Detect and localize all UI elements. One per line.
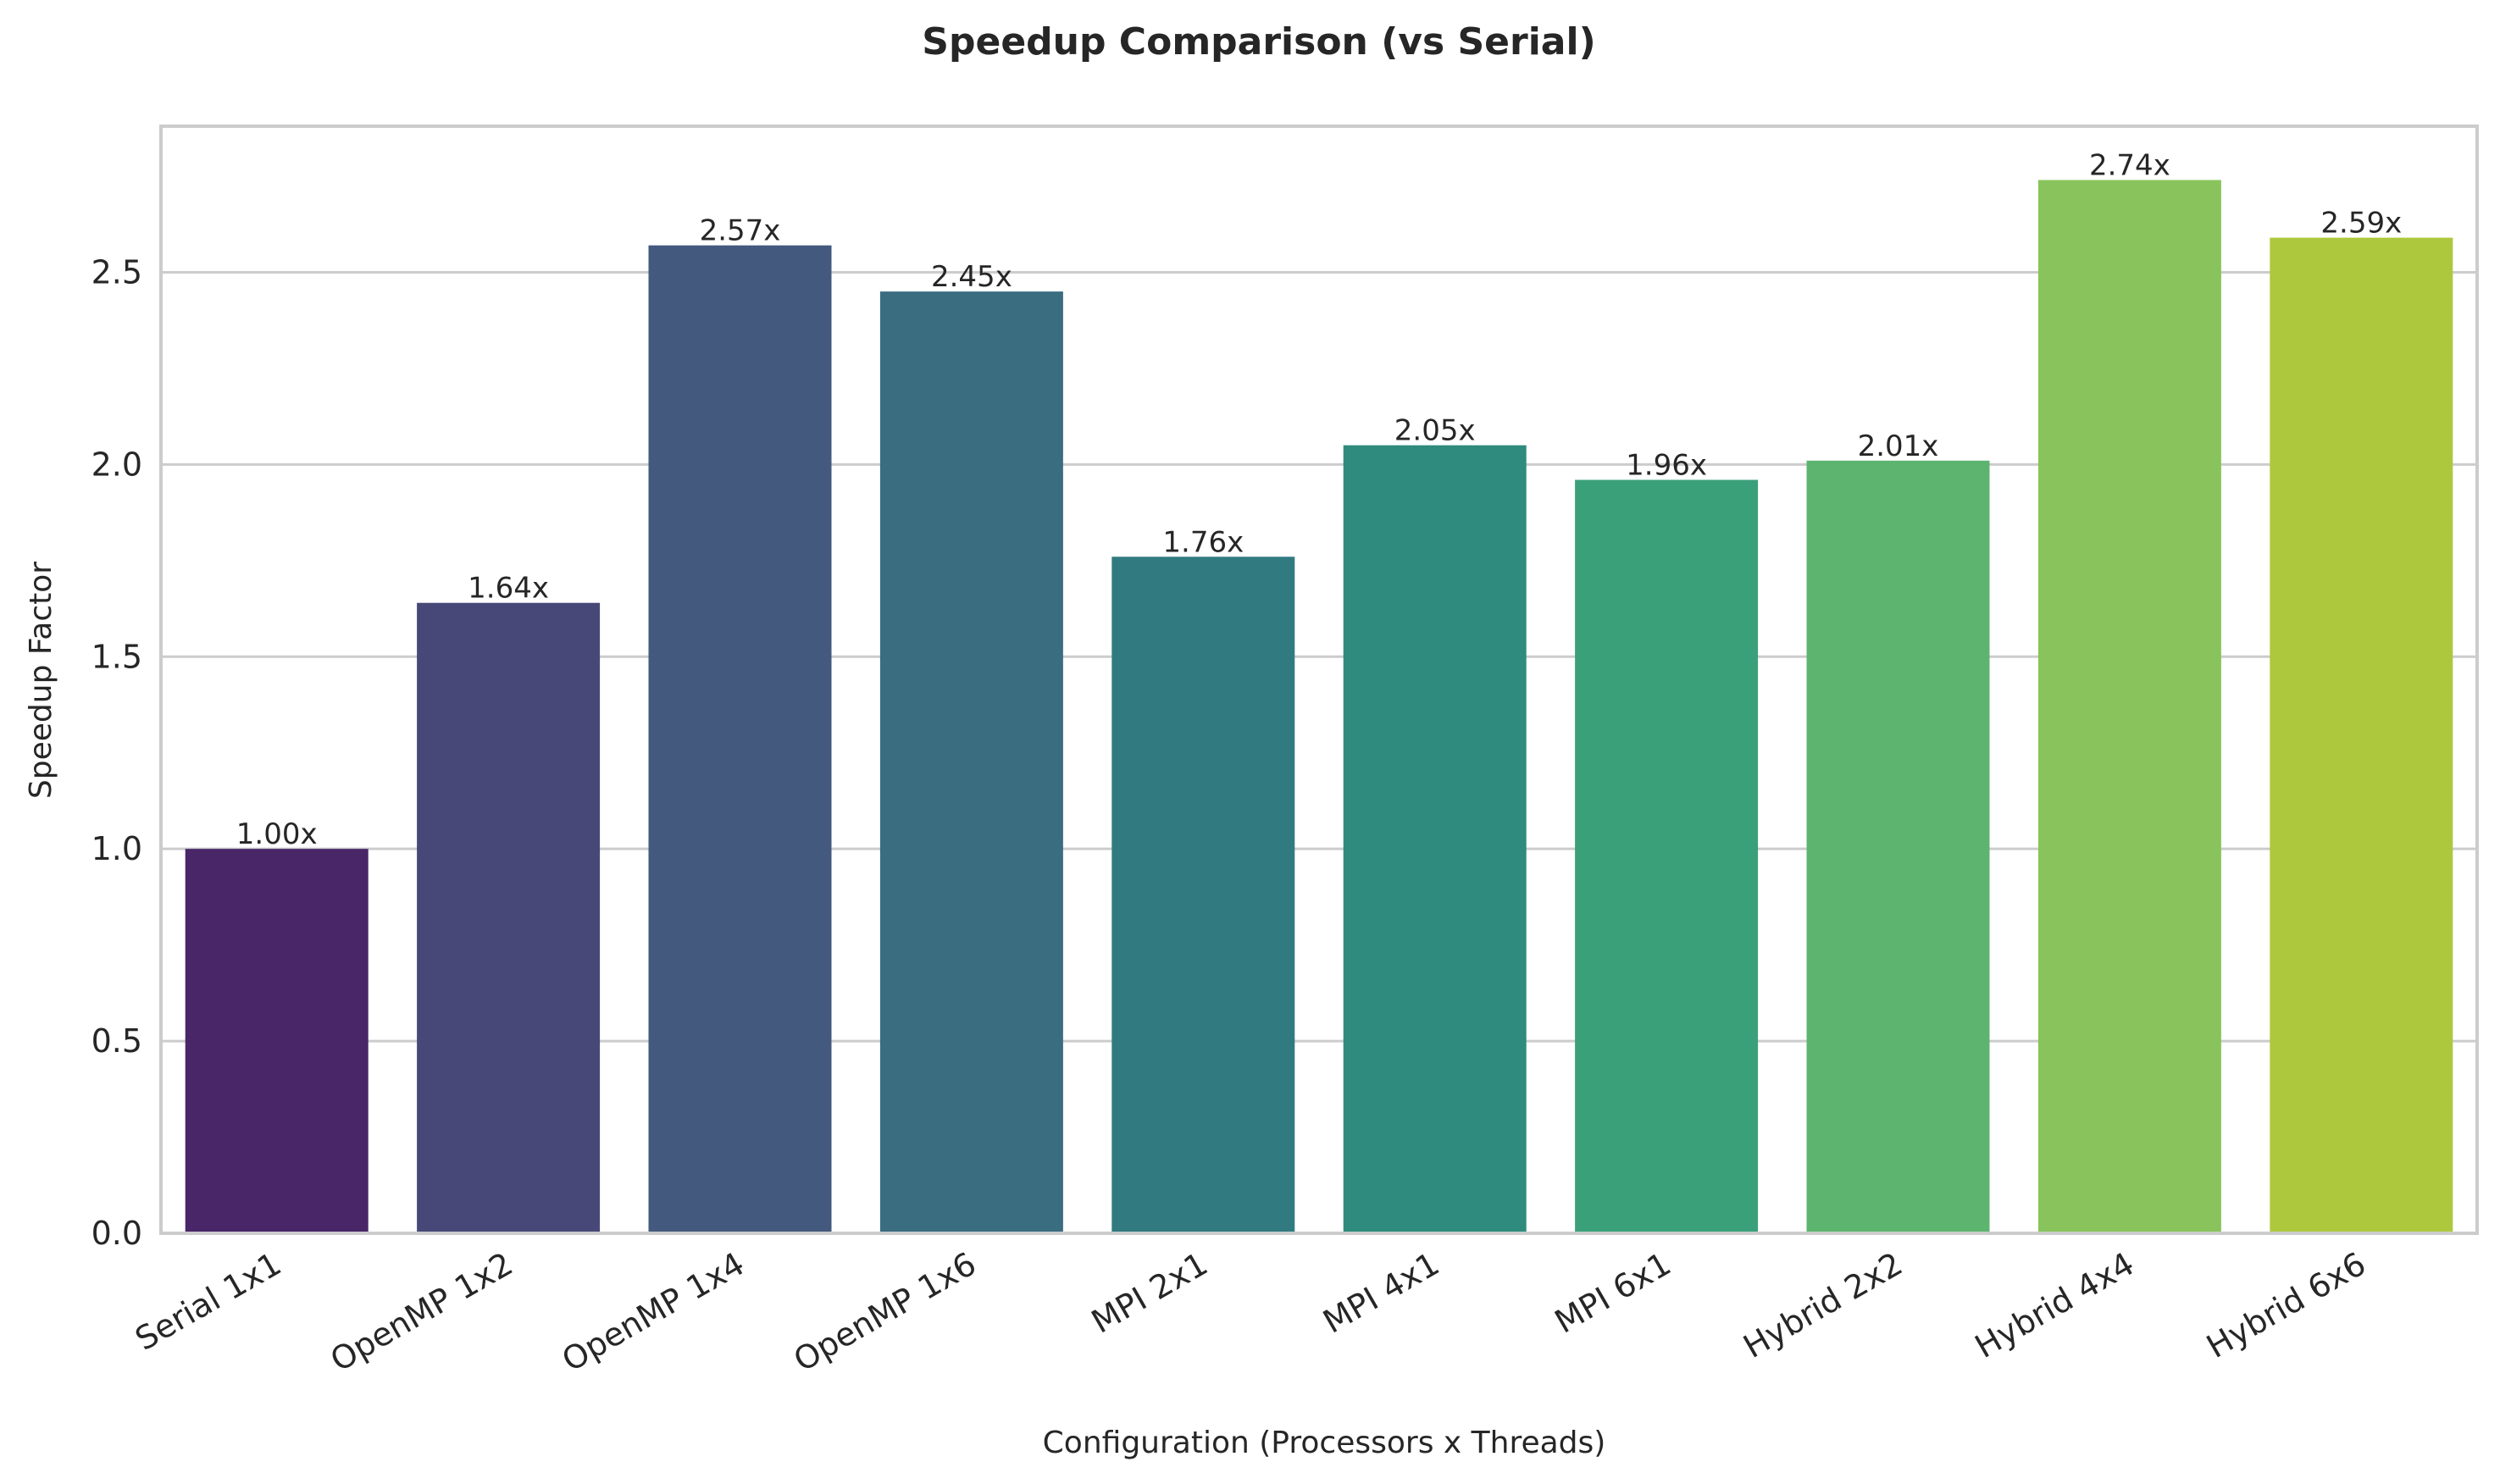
data-label: 2.74x — [2089, 149, 2170, 183]
y-tick-label: 0.0 — [91, 1215, 142, 1252]
y-tick-label: 1.0 — [91, 830, 142, 867]
bar — [1343, 445, 1527, 1233]
bar — [1575, 479, 1759, 1233]
x-tick-label: OpenMP 1x4 — [556, 1245, 751, 1379]
bar — [1111, 556, 1295, 1233]
data-label: 2.59x — [2320, 207, 2402, 241]
data-label: 2.57x — [700, 214, 781, 248]
bar — [648, 245, 832, 1233]
x-tick-label: MPI 2x1 — [1085, 1245, 1214, 1341]
x-tick-label: MPI 4x1 — [1317, 1245, 1445, 1341]
y-tick-label: 2.0 — [91, 446, 142, 483]
x-axis-ticks: Serial 1x1 OpenMP 1x2 OpenMP 1x4 OpenMP 1x6… — [129, 1245, 2372, 1379]
bar — [1806, 460, 1990, 1233]
x-tick-label: MPI 6x1 — [1549, 1245, 1677, 1341]
data-label: 1.76x — [1162, 525, 1244, 559]
data-labels: 1.00x 1.64x 2.57x 2.45x 1.76x 2.05x 1.96x 2.01x… — [236, 149, 2402, 852]
bar — [185, 849, 369, 1233]
chart-title: Speedup Comparison (vs Serial) — [922, 20, 1595, 64]
x-axis-label: Configuration (Processors x Threads) — [1043, 1426, 1606, 1460]
x-tick-label: Hybrid 2x2 — [1738, 1245, 1909, 1365]
data-label: 1.64x — [468, 572, 549, 606]
x-tick-label: OpenMP 1x6 — [787, 1245, 982, 1379]
data-label: 1.96x — [1626, 449, 1707, 483]
data-label: 2.01x — [1858, 429, 1939, 463]
data-label: 1.00x — [236, 817, 318, 851]
y-axis-ticks: 0.0 0.5 1.0 1.5 2.0 2.5 — [91, 253, 142, 1252]
data-label: 2.05x — [1394, 414, 1476, 448]
bar — [2037, 180, 2221, 1234]
y-tick-label: 2.5 — [91, 253, 142, 291]
y-tick-label: 0.5 — [91, 1022, 142, 1060]
bar — [417, 602, 601, 1233]
y-axis-label: Speedup Factor — [24, 562, 58, 799]
bar — [879, 291, 1063, 1234]
bars — [185, 180, 2453, 1234]
plot-frame — [159, 125, 2479, 1235]
x-tick-label: Serial 1x1 — [129, 1245, 287, 1358]
x-tick-label: OpenMP 1x2 — [324, 1245, 519, 1379]
bar — [2270, 237, 2453, 1233]
y-tick-label: 1.5 — [91, 638, 142, 675]
data-label: 2.45x — [931, 260, 1012, 294]
x-tick-label: Hybrid 4x4 — [1969, 1245, 2140, 1365]
x-tick-label: Hybrid 6x6 — [2200, 1245, 2371, 1365]
